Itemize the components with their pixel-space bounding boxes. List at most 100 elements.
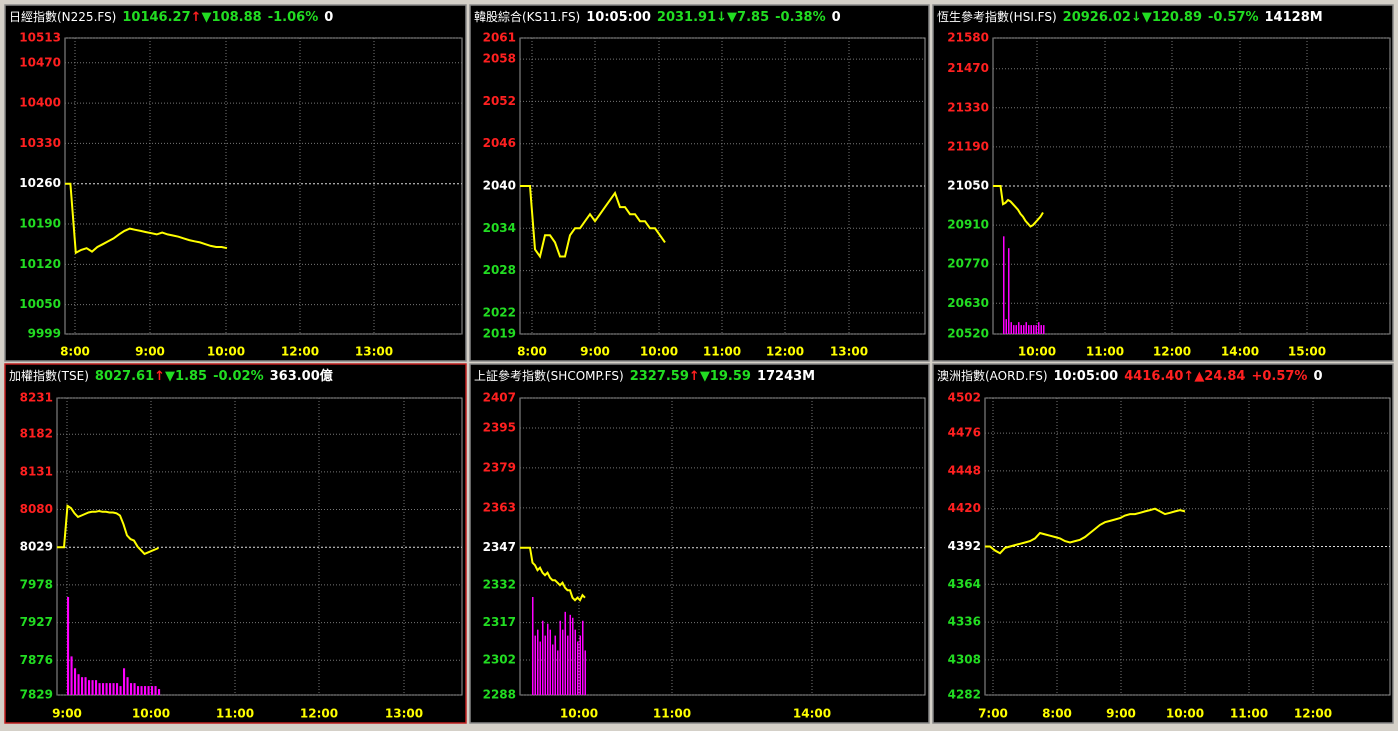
y-tick-label: 10470 [19, 55, 61, 69]
header-item: 10146.27 [122, 10, 190, 25]
volume-bar [1005, 319, 1007, 334]
panel [932, 4, 1394, 362]
volume-bar [1015, 325, 1017, 334]
volume-bar [74, 668, 77, 695]
volume-bar [582, 620, 584, 695]
volume-bar [137, 686, 140, 695]
header-item: ↓ [716, 10, 727, 25]
x-tick-label: 11:00 [1230, 707, 1268, 721]
volume-bar [105, 683, 108, 695]
x-tick-label: 9:00 [1106, 707, 1136, 721]
header-item: -0.57% [1208, 10, 1259, 25]
y-tick-label: 2046 [483, 136, 516, 150]
volume-bar [1023, 325, 1025, 334]
volume-bar [552, 644, 554, 695]
header-item: ▼7.85 [727, 10, 769, 25]
x-tick-label: 7:00 [978, 707, 1008, 721]
header-item: 14128M [1265, 10, 1323, 25]
header-item: ▼120.89 [1142, 10, 1202, 25]
y-tick-label: 4448 [948, 463, 981, 477]
x-tick-label: 12:00 [281, 345, 319, 359]
volume-bar [151, 686, 154, 695]
price-line [65, 182, 228, 255]
volume-bar [1025, 322, 1027, 334]
volume-bar [109, 683, 112, 695]
y-tick-label: 4364 [948, 577, 981, 591]
y-tick-label: 9999 [28, 327, 61, 341]
panel [4, 4, 467, 362]
volume-bar [534, 635, 536, 695]
price-line [985, 507, 1186, 555]
panel [469, 4, 930, 362]
header-item: ▼1.85 [165, 369, 207, 384]
y-tick-label: 21190 [947, 139, 989, 153]
panel-header: 恆生參考指數(HSI.FS) 20926.02↓▼120.89 -0.57% 1412… [937, 9, 1323, 25]
volume-bar [532, 596, 534, 695]
y-tick-label: 2058 [483, 52, 516, 66]
volume-bar [1035, 325, 1037, 334]
header-item: 17243M [757, 369, 815, 384]
volume-bar [559, 620, 561, 695]
header-item: 韓股綜合(KS11.FS) [474, 9, 580, 24]
volume-bar [102, 683, 105, 695]
y-tick-label: 2302 [483, 653, 516, 667]
y-tick-label: 2061 [483, 31, 516, 45]
panel-header: 上証參考指數(SHCOMP.FS) 2327.59↑▼19.59 17243M [474, 368, 815, 384]
volume-bar [77, 674, 80, 695]
volume-bar [537, 629, 539, 695]
volume-bar [547, 623, 549, 695]
volume-bar [116, 683, 119, 695]
y-tick-label: 8231 [20, 391, 53, 405]
y-tick-label: 2040 [483, 179, 516, 193]
volume-bar [577, 641, 579, 695]
volume-bar [1003, 236, 1005, 334]
y-tick-label: 10120 [19, 257, 61, 271]
volume-bar [144, 686, 147, 695]
volume-bar [119, 686, 122, 695]
x-tick-label: 10:00 [640, 345, 678, 359]
header-item: 0 [1313, 369, 1322, 384]
y-tick-label: 7927 [20, 615, 53, 629]
x-tick-label: 14:00 [793, 707, 831, 721]
y-tick-label: 8131 [20, 464, 53, 478]
header-item: +0.57% [1251, 369, 1307, 384]
y-tick-label: 2034 [483, 221, 516, 235]
y-tick-label: 10330 [19, 136, 61, 150]
x-tick-label: 8:00 [1042, 707, 1072, 721]
header-item: 20926.02 [1063, 10, 1131, 25]
y-tick-label: 20630 [947, 296, 989, 310]
y-tick-label: 7876 [20, 653, 53, 667]
volume-bar [1008, 248, 1010, 334]
header-item: 2327.59 [630, 369, 689, 384]
volume-bar [140, 686, 143, 695]
price-line [520, 185, 666, 259]
volume-bar [1020, 325, 1022, 334]
price-line [520, 546, 586, 602]
volume-bar [158, 689, 161, 695]
y-tick-label: 4308 [948, 652, 981, 666]
header-item: 恆生參考指數(HSI.FS) [937, 9, 1057, 24]
volume-bar [1043, 325, 1045, 334]
header-item: 澳洲指數(AORD.FS) [937, 368, 1048, 383]
y-tick-label: 21580 [947, 31, 989, 45]
volume-bar [1030, 325, 1032, 334]
y-tick-label: 2028 [483, 263, 516, 277]
volume-bar [91, 680, 94, 695]
volume-bar [542, 620, 544, 695]
volume-bar [1018, 322, 1020, 334]
header-item: -1.06% [268, 10, 319, 25]
y-tick-label: 21050 [947, 179, 989, 193]
volume-bar [88, 680, 91, 695]
volume-bar [1010, 322, 1012, 334]
x-tick-label: 12:00 [1153, 345, 1191, 359]
volume-bar [562, 629, 564, 695]
x-tick-label: 10:00 [1166, 707, 1204, 721]
y-tick-label: 8029 [20, 540, 53, 554]
header-item: ▼19.59 [700, 369, 751, 384]
x-tick-label: 9:00 [135, 345, 165, 359]
header-item: ↑ [191, 10, 202, 25]
volume-bar [70, 656, 73, 695]
volume-bar [572, 617, 574, 695]
header-item: ↑ [154, 369, 165, 384]
